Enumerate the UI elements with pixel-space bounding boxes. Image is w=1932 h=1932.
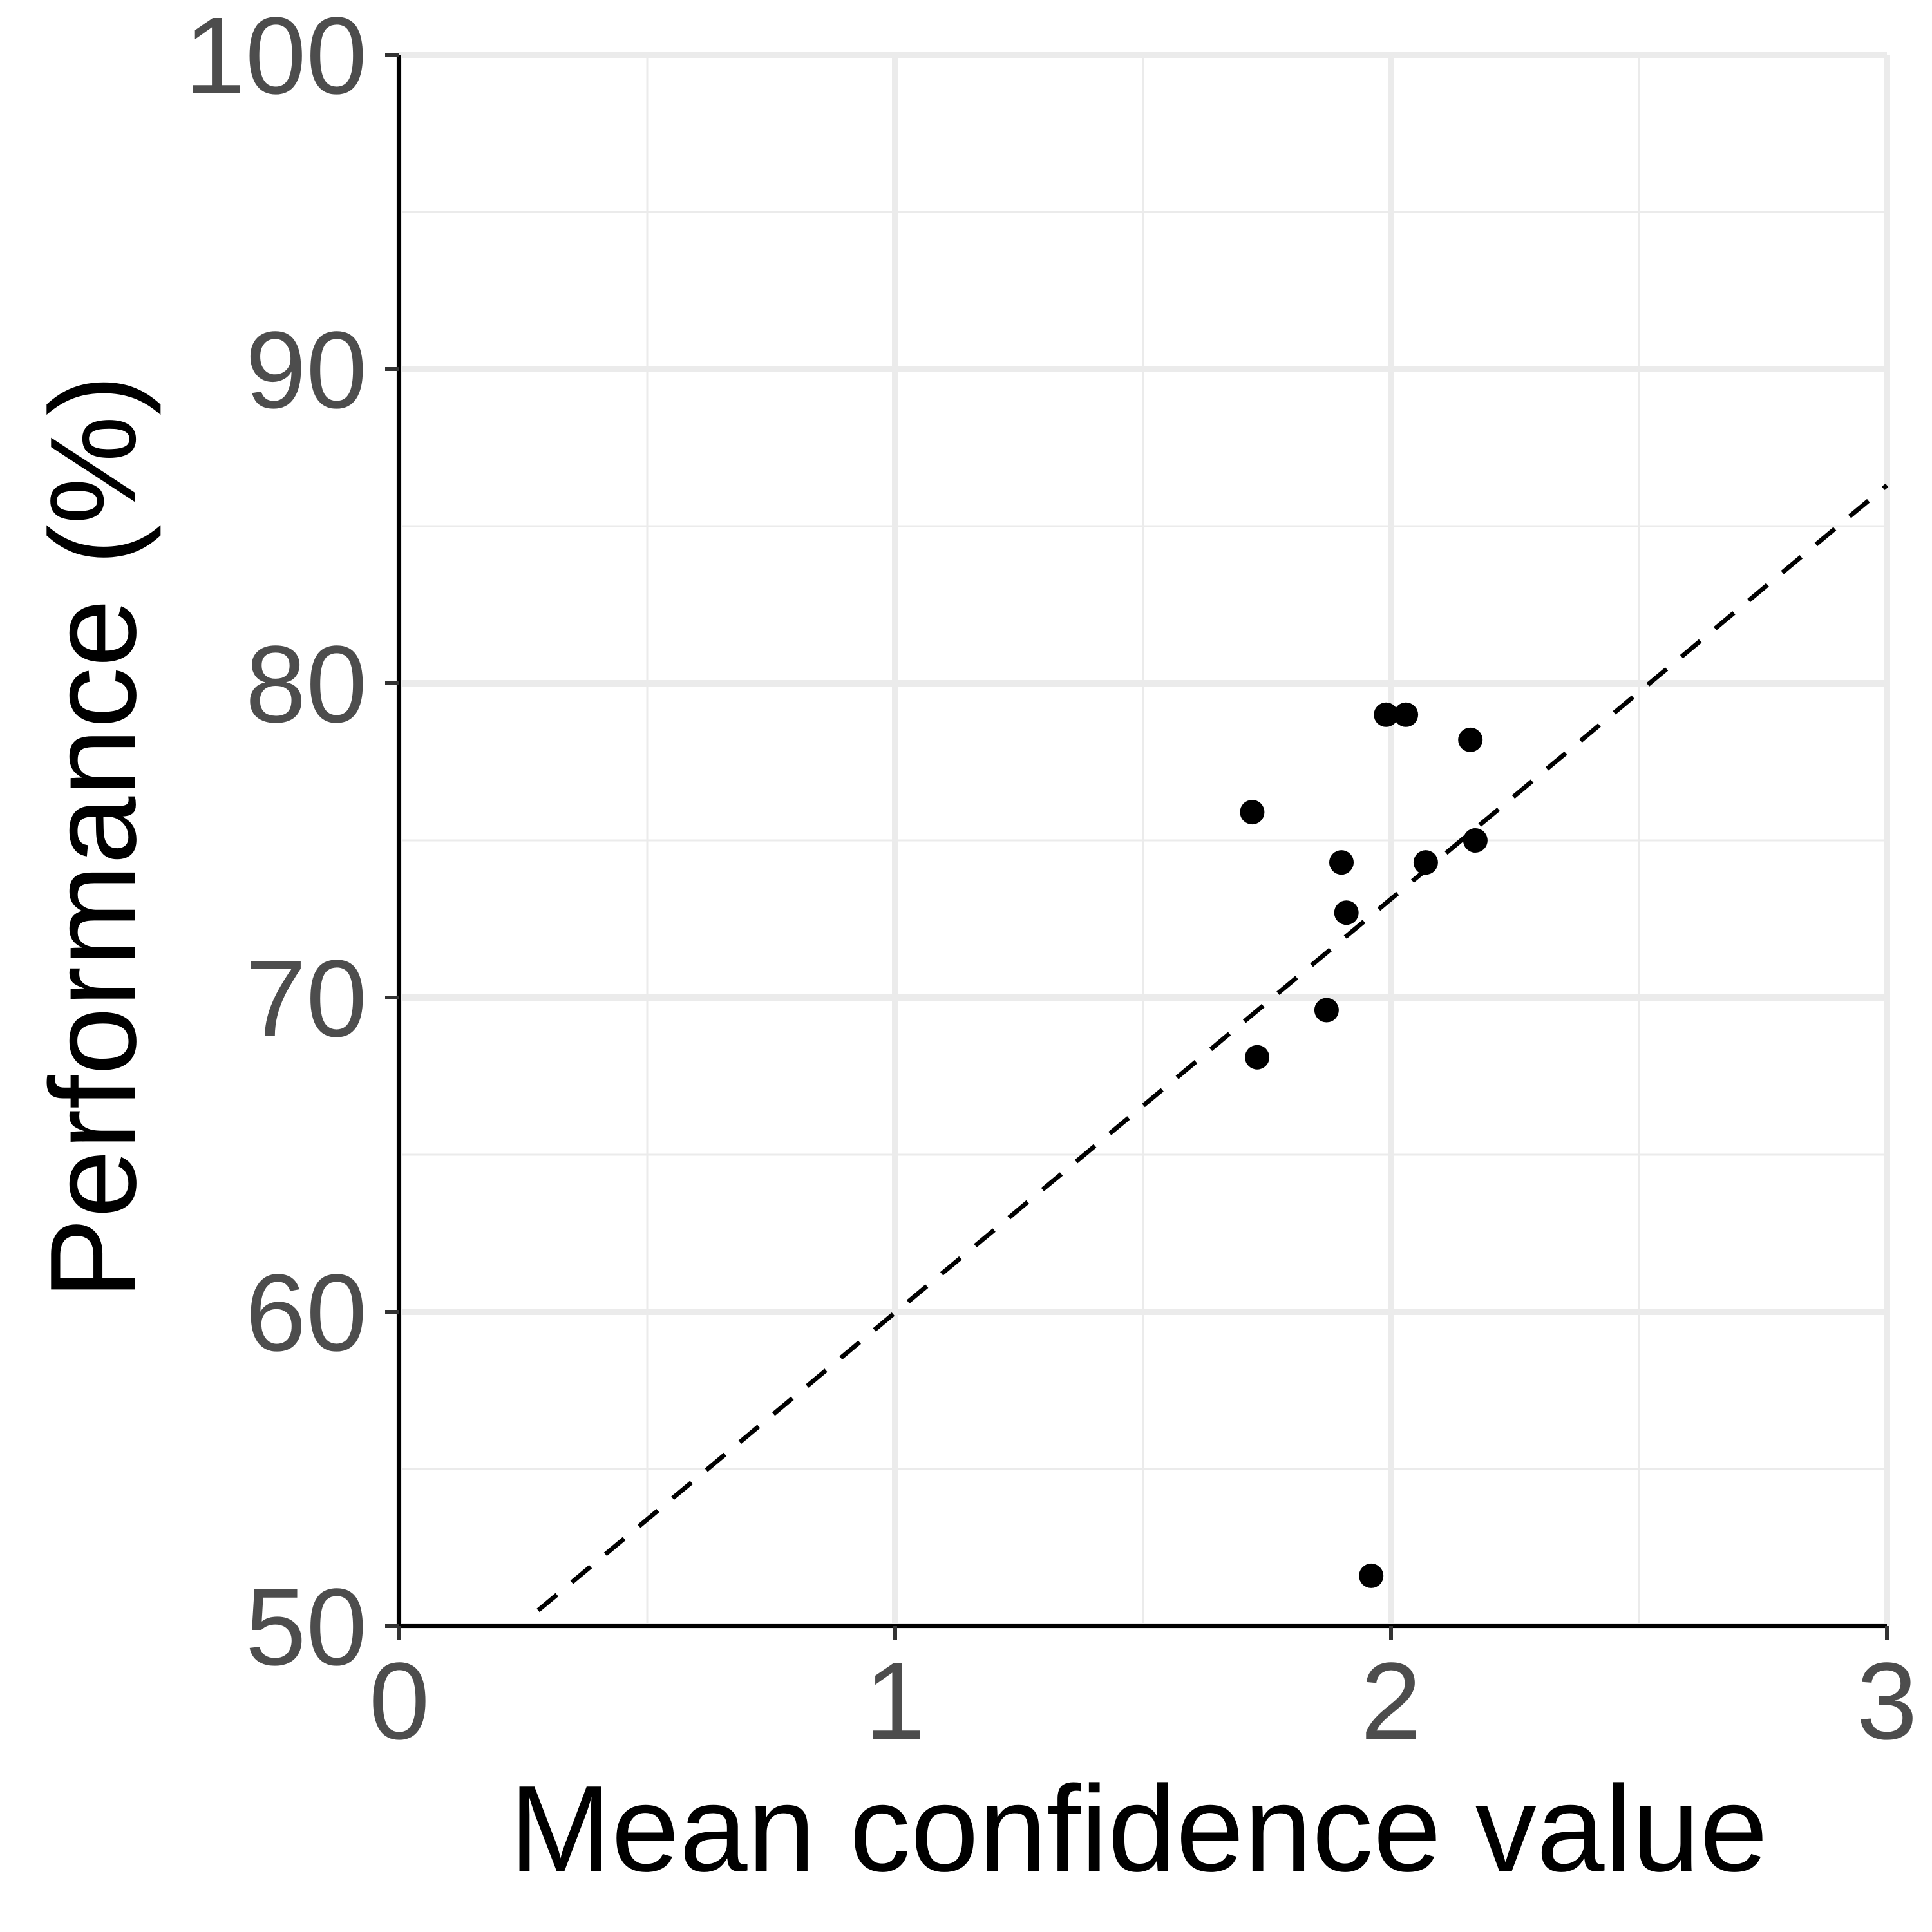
y-tick-label: 70 — [245, 938, 367, 1060]
y-tick-label: 100 — [184, 0, 367, 117]
minor-gridlines — [399, 55, 1887, 1626]
x-tick-label: 2 — [1361, 1640, 1422, 1763]
x-axis-title: Mean confidence value — [509, 1761, 1768, 1897]
data-point — [1329, 850, 1354, 875]
y-tick-label: 60 — [245, 1252, 367, 1374]
data-point — [1458, 727, 1483, 752]
data-point — [1463, 828, 1488, 853]
x-tick-label: 1 — [865, 1640, 926, 1763]
data-point — [1240, 800, 1265, 825]
data-point — [1394, 702, 1419, 727]
y-tick-label: 90 — [245, 309, 367, 431]
data-point — [1374, 702, 1399, 727]
y-axis-title: Performance (%) — [25, 375, 162, 1300]
tick-labels: 0 1 2 3 50 60 70 80 90 100 — [184, 0, 1917, 1763]
data-point — [1359, 1563, 1384, 1588]
data-points — [1240, 702, 1488, 1588]
y-tick-label: 50 — [245, 1566, 367, 1689]
x-tick-label: 3 — [1857, 1640, 1918, 1763]
data-point — [1334, 900, 1359, 925]
axes — [385, 53, 1889, 1640]
y-tick-label: 80 — [245, 623, 367, 746]
x-tick-label: 0 — [369, 1640, 430, 1763]
reference-line-layer — [536, 483, 1889, 1613]
data-point — [1245, 1045, 1270, 1070]
dashed-reference-line — [536, 483, 1889, 1613]
data-point — [1413, 850, 1438, 875]
data-point — [1314, 998, 1339, 1023]
